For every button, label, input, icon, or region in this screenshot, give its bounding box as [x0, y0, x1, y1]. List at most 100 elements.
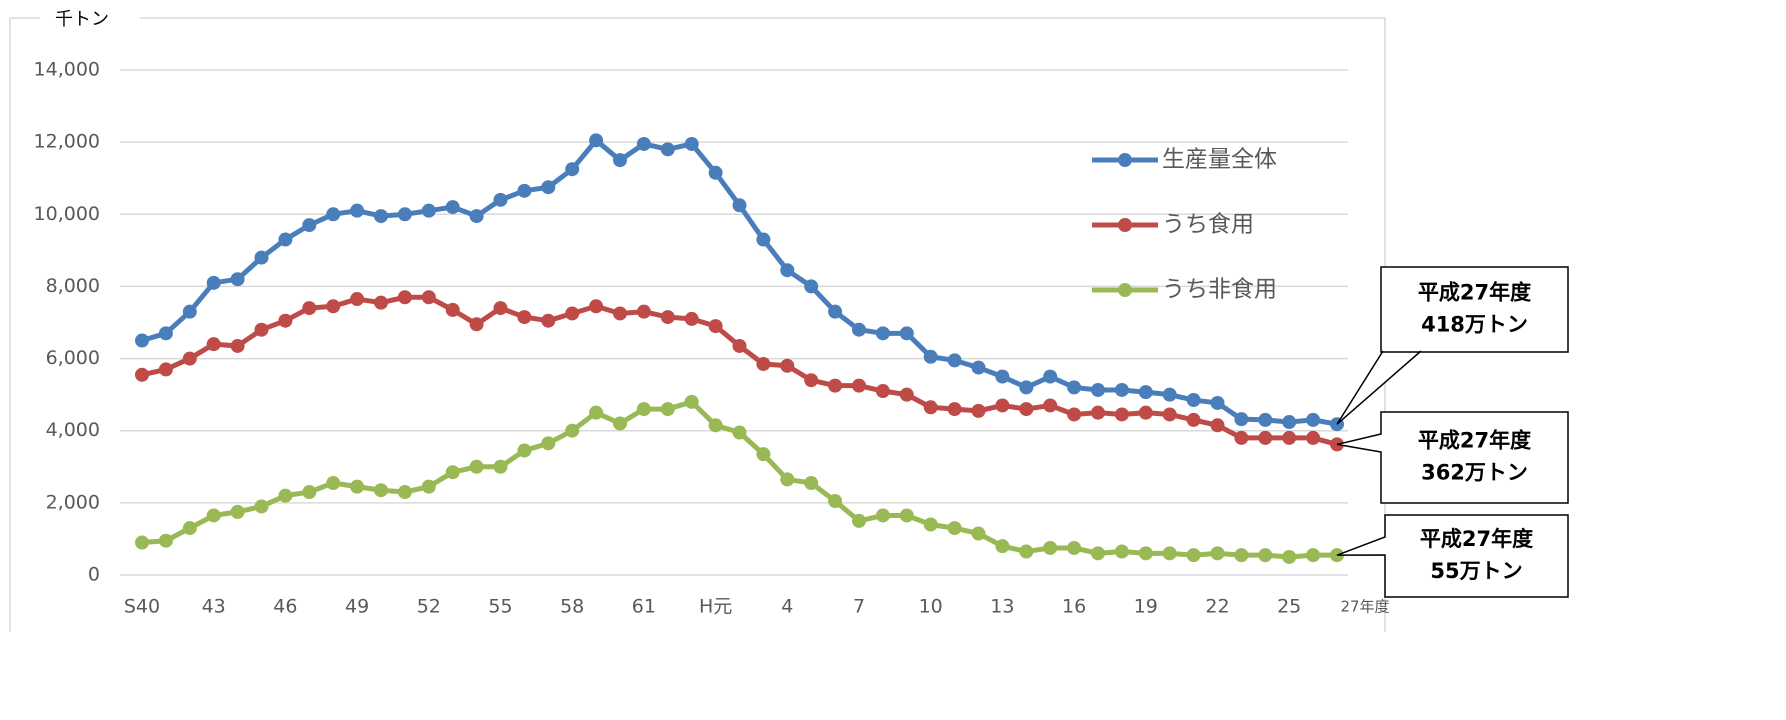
data-point [995, 539, 1010, 554]
data-point [1067, 380, 1082, 395]
series-line [141, 399, 1337, 560]
y-tick-label: 0 [88, 564, 100, 586]
x-tick-label: 13 [990, 596, 1014, 618]
data-point [1234, 412, 1249, 427]
data-point [804, 279, 819, 294]
data-point [374, 209, 388, 224]
data-point [350, 479, 365, 494]
data-point [374, 295, 388, 310]
data-point [565, 306, 580, 321]
data-point [947, 521, 962, 536]
data-point [636, 402, 651, 417]
data-point [684, 311, 699, 326]
data-point [684, 136, 699, 151]
data-point [1091, 546, 1105, 561]
data-point [326, 207, 341, 222]
data-point [565, 162, 580, 177]
data-point [206, 275, 221, 290]
data-point [1067, 407, 1082, 422]
x-tick-label: 43 [202, 596, 226, 618]
y-tick-label: 4,000 [46, 419, 100, 441]
data-point [1306, 430, 1321, 445]
data-point [899, 387, 914, 402]
data-point [1306, 412, 1321, 427]
data-point [1019, 380, 1034, 395]
data-point [1234, 548, 1249, 563]
series-line [141, 137, 1338, 427]
data-point [350, 292, 365, 307]
y-tick-label: 12,000 [34, 131, 100, 153]
data-point [636, 304, 651, 319]
data-point [1043, 540, 1058, 555]
data-point [875, 508, 890, 523]
data-point [445, 200, 460, 215]
data-point [493, 459, 508, 474]
callout-text: 55万トン [1430, 559, 1522, 583]
x-tick-label: 55 [488, 596, 512, 618]
data-point [684, 394, 699, 409]
legend-label: うち非食用 [1162, 277, 1277, 303]
data-point [1282, 415, 1297, 430]
data-point [875, 326, 890, 341]
y-tick-label: 2,000 [46, 491, 100, 513]
data-point [374, 483, 388, 498]
data-point [1210, 418, 1225, 433]
data-point [1162, 387, 1177, 402]
x-tick-label: 4 [781, 596, 793, 618]
data-point [1138, 546, 1153, 561]
data-point [756, 232, 771, 247]
data-point [923, 400, 938, 415]
data-point [397, 290, 412, 305]
data-point [613, 306, 627, 321]
x-tick-label: 52 [417, 596, 441, 618]
data-point [1282, 549, 1297, 564]
data-point [708, 165, 723, 180]
data-point [350, 203, 365, 218]
callout-box [1336, 411, 1569, 504]
data-point [804, 476, 819, 491]
data-point [302, 301, 317, 316]
data-point [541, 436, 556, 451]
x-tick-label: 58 [560, 596, 584, 618]
data-point [1162, 407, 1177, 422]
data-point [875, 384, 890, 399]
callout-text: 平成27年度 [1420, 527, 1533, 551]
data-point [708, 319, 723, 334]
data-point [1186, 412, 1201, 427]
data-point [254, 499, 269, 514]
data-point [613, 153, 627, 168]
data-point [565, 423, 580, 438]
data-point [923, 517, 938, 532]
y-tick-label: 10,000 [34, 203, 100, 225]
data-point [828, 304, 843, 319]
chart-frame [9, 17, 1386, 632]
callout-text: 平成27年度 [1418, 281, 1531, 305]
data-point [1258, 430, 1273, 445]
data-point [1114, 544, 1129, 559]
data-point [660, 310, 675, 325]
callout-box [1336, 514, 1569, 598]
series-line [141, 294, 1338, 447]
data-point [947, 402, 962, 417]
data-point [135, 367, 149, 382]
callout-text: 418万トン [1421, 313, 1528, 337]
callout-box [1336, 266, 1569, 425]
data-point [326, 476, 341, 491]
data-point [469, 209, 484, 224]
data-point [923, 349, 938, 364]
legend-label: うち食用 [1162, 212, 1254, 238]
data-point [1019, 402, 1034, 417]
data-point [206, 337, 221, 352]
data-point [899, 326, 914, 341]
data-point [971, 526, 986, 541]
data-point [230, 504, 245, 519]
data-point [756, 447, 771, 462]
y-unit: 千トン [55, 9, 109, 30]
data-point [182, 351, 197, 366]
data-point [1019, 544, 1034, 559]
data-point [541, 313, 556, 328]
data-point [732, 198, 747, 213]
x-tick-label: 61 [632, 596, 656, 618]
data-point [1043, 369, 1058, 384]
